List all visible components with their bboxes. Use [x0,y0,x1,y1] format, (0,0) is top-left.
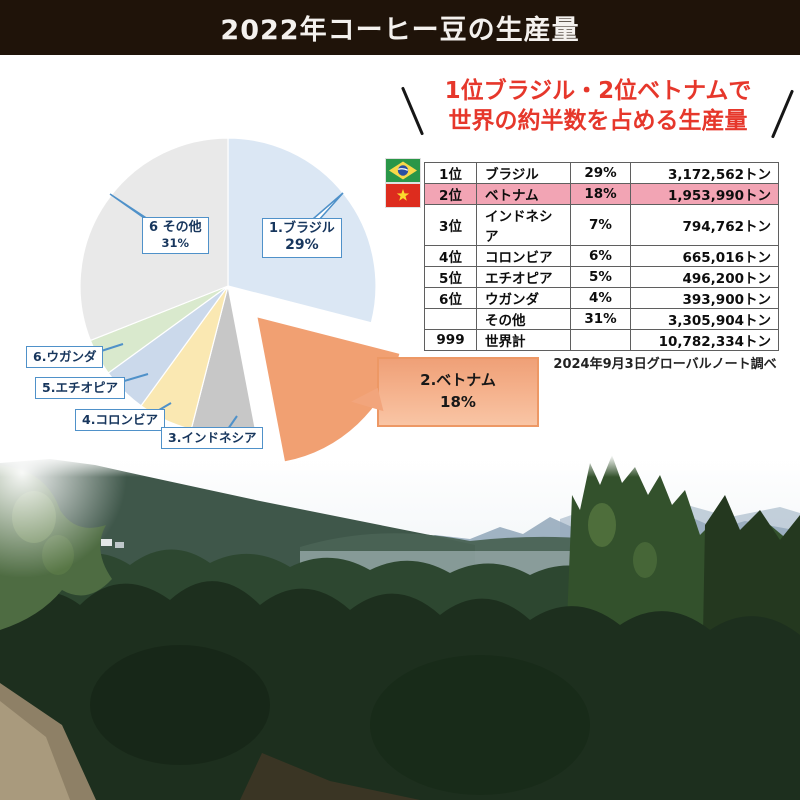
pie-chart: 1.ブラジル 29% 6 その他 31% 6.ウガンダ 5.エチオピア 4.コロ… [0,125,545,483]
pie-label-brazil-pct: 29% [285,237,319,254]
brazil-flag-icon [386,159,420,182]
vietnam-callout-name: 2.ベトナム [420,371,496,390]
cell-pct: 31% [570,308,631,330]
page-title: 2022年コーヒー豆の生産量 [220,15,580,46]
cell-pct: 6% [570,245,631,267]
table-row: 5位 エチオピア 5% 496,200トン [424,266,779,288]
vietnam-flag-icon [386,184,420,207]
vietnam-callout-pct: 18% [440,393,476,411]
cell-rank: 6位 [424,287,477,309]
pie-label-indonesia: 3.インドネシア [161,427,264,449]
cell-rank: 999 [424,329,477,351]
vietnam-callout: 2.ベトナム 18% [349,357,539,427]
table-row: 3位 インドネシア 7% 794,762トン [424,204,779,246]
cell-pct: 4% [570,287,631,309]
coffee-plantation-photo [0,455,800,800]
pie-label-others: 6 その他 31% [142,217,209,254]
indonesia-callout-pointer [227,415,238,430]
cell-country: コロンビア [476,245,571,267]
source-note: 2024年9月3日グローバルノート調べ [553,357,777,372]
table-row: 2位 ベトナム 18% 1,953,990トン [424,183,779,205]
pie-label-ethiopia: 5.エチオピア [35,377,125,399]
header-bar: 2022年コーヒー豆の生産量 [0,0,800,55]
cell-tons: 1,953,990トン [630,183,779,205]
cell-pct: 18% [570,183,631,205]
pie-label-uganda: 6.ウガンダ [26,346,104,368]
table-row: 4位 コロンビア 6% 665,016トン [424,245,779,267]
headline-line2: 世界の約半数を占める生産量 [448,108,748,134]
cell-tons: 794,762トン [630,204,779,246]
headline-line1: 1位ブラジル・2位ベトナムで [444,78,752,104]
headline: 1位ブラジル・2位ベトナムで 世界の約半数を占める生産量 [402,76,794,136]
cell-country: ベトナム [476,183,571,205]
table-row: 6位 ウガンダ 4% 393,900トン [424,287,779,309]
cell-tons: 3,305,904トン [630,308,779,330]
pie-label-others-name: 6 その他 [149,220,202,235]
cell-country: インドネシア [476,204,571,246]
cell-pct: 5% [570,266,631,288]
cell-country: ウガンダ [476,287,571,309]
cell-country: ブラジル [476,162,571,184]
cell-rank: 4位 [424,245,477,267]
production-ranking-table: 1位 ブラジル 29% 3,172,562トン 2位 ベトナム 18% 1,953,990トン… [424,162,779,351]
cell-country: エチオピア [476,266,571,288]
cell-rank: 2位 [424,183,477,205]
cell-rank: 3位 [424,204,477,246]
cell-rank: 1位 [424,162,477,184]
cell-tons: 393,900トン [630,287,779,309]
cell-rank: 5位 [424,266,477,288]
cell-country: その他 [476,308,571,330]
vietnam-callout-tail [349,387,384,419]
cell-pct: 7% [570,204,631,246]
cell-tons: 10,782,334トン [630,329,779,351]
cell-pct [570,329,631,351]
cell-tons: 665,016トン [630,245,779,267]
cell-tons: 3,172,562トン [630,162,779,184]
table-row: 999 世界計 10,782,334トン [424,329,779,351]
pie-label-others-pct: 31% [161,236,190,251]
cell-pct: 29% [570,162,631,184]
cell-rank [424,308,477,330]
pie-label-brazil: 1.ブラジル 29% [262,218,342,258]
pie-label-colombia: 4.コロンビア [75,409,165,431]
cell-country: 世界計 [476,329,571,351]
pie-label-brazil-name: 1.ブラジル [269,221,335,236]
cell-tons: 496,200トン [630,266,779,288]
table-row: その他 31% 3,305,904トン [424,308,779,330]
table-row: 1位 ブラジル 29% 3,172,562トン [424,162,779,184]
